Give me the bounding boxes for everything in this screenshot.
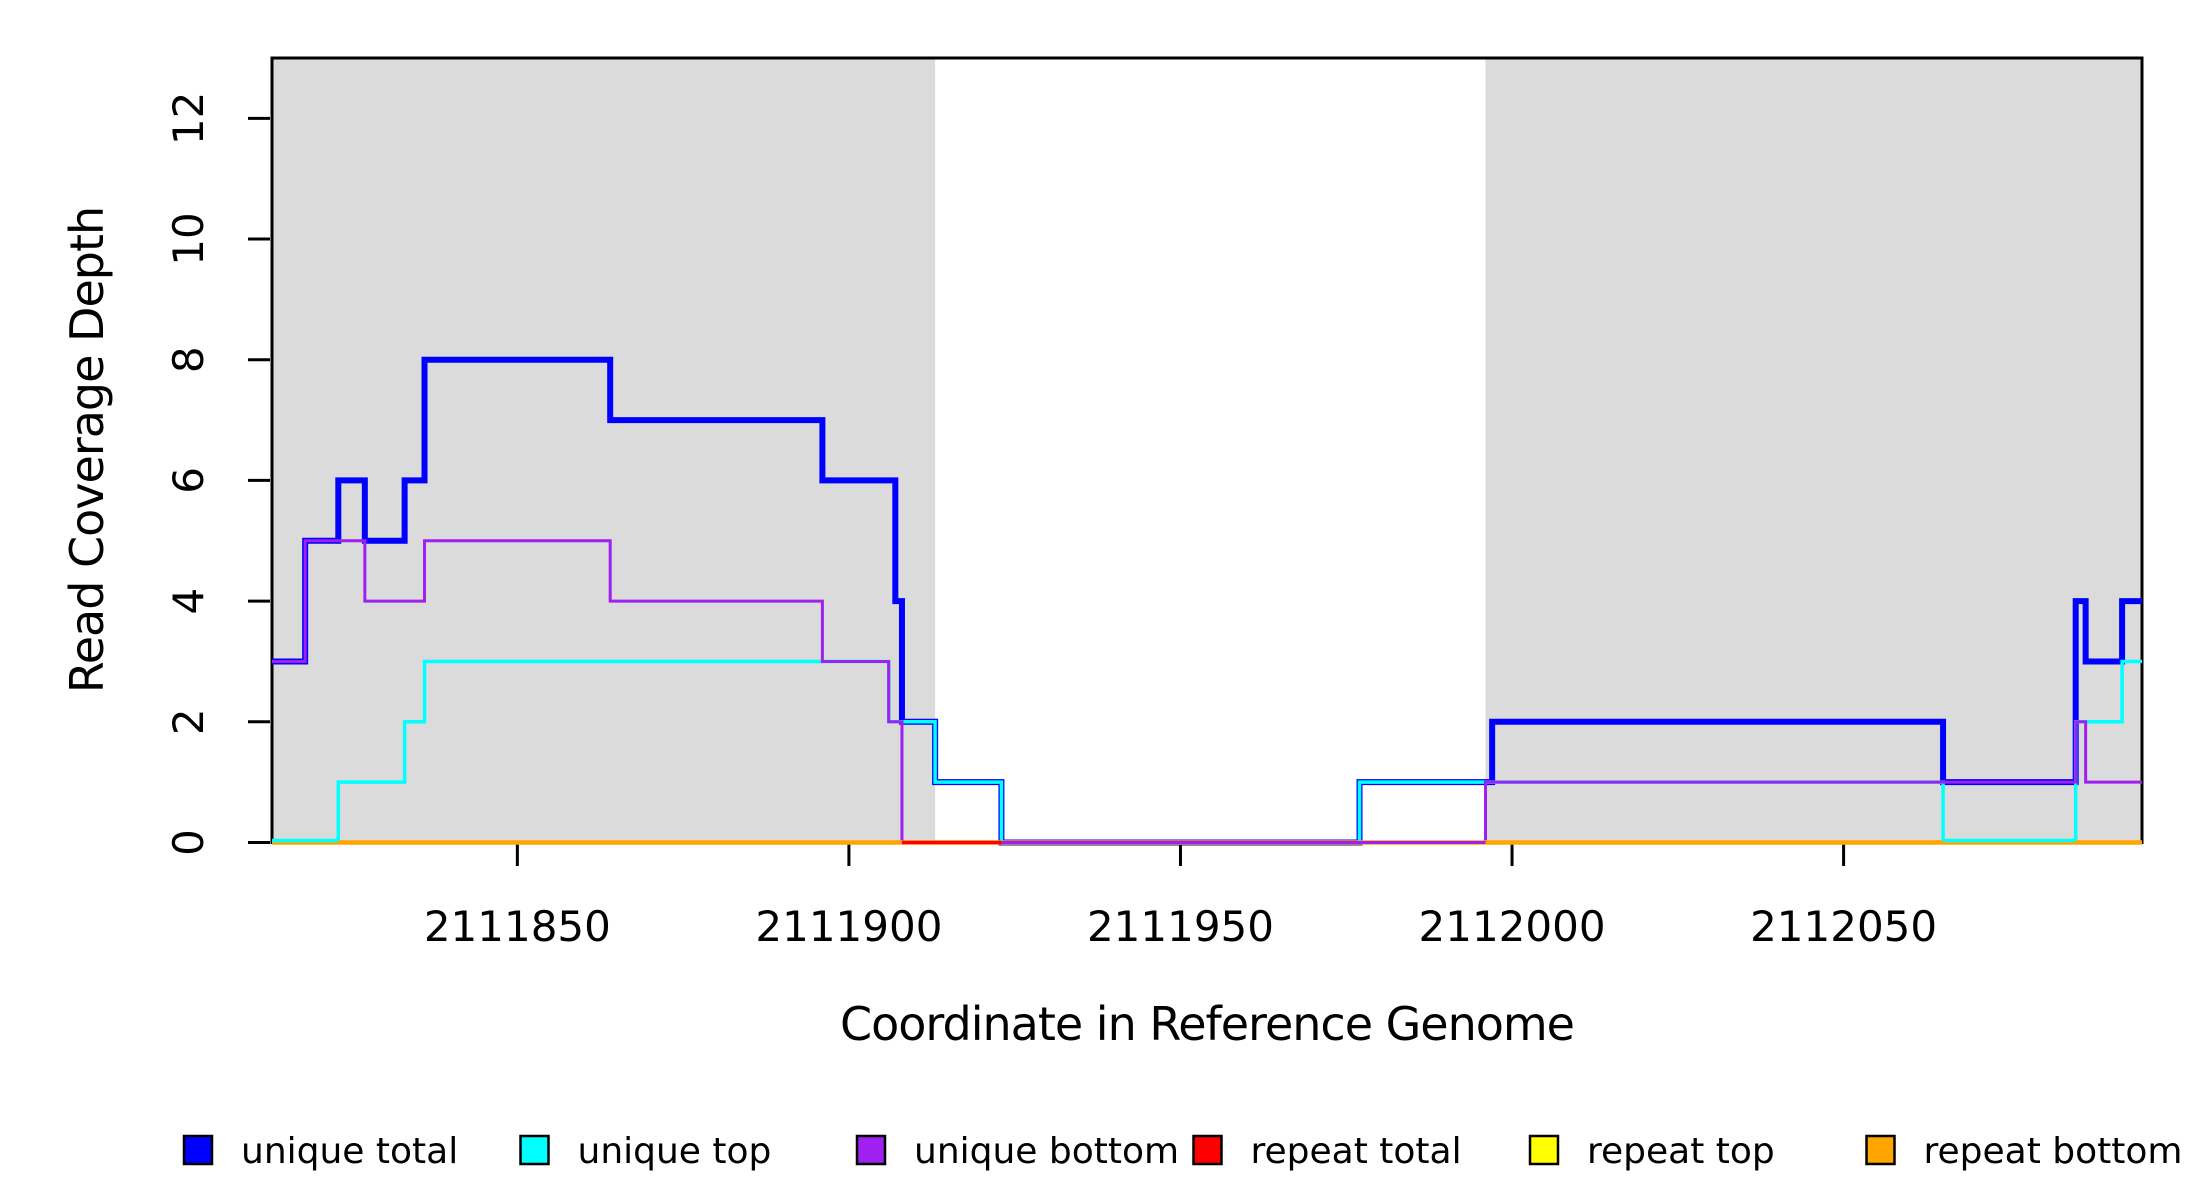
legend-label-repeat-top: repeat top [1587,1131,1775,1172]
left-shaded-region [272,58,936,843]
legend-swatch-unique-bottom [855,1134,887,1166]
y-tick-label: 0 [164,829,213,856]
legend-swatch-unique-total [182,1134,214,1166]
x-tick-label: 2111850 [424,902,611,951]
y-tick-label: 12 [164,92,213,145]
x-tick-label: 2112000 [1419,902,1606,951]
series-line-unique-bottom [272,539,2142,844]
legend-swatch-unique-top [519,1134,550,1166]
legend-swatch-repeat-bottom [1865,1134,1896,1166]
legend-label-repeat-total: repeat total [1251,1131,1462,1172]
y-tick-label: 6 [164,467,213,494]
y-axis-title: Read Coverage Depth [60,207,114,693]
legend-label-unique-total: unique total [241,1131,458,1172]
y-tick-label: 4 [164,588,213,615]
x-tick-label: 2111950 [1087,902,1274,951]
x-axis-title: Coordinate in Reference Genome [840,997,1574,1051]
right-shaded-region [1485,58,2142,843]
y-tick-label: 8 [164,346,213,373]
legend-swatch-repeat-total [1192,1134,1223,1166]
legend-label-unique-bottom: unique bottom [914,1131,1179,1172]
legend-swatch-repeat-top [1528,1134,1560,1166]
legend-label-repeat-bottom: repeat bottom [1924,1131,2183,1172]
legend-label-unique-top: unique top [578,1131,772,1172]
y-tick-label: 2 [164,708,213,735]
x-tick-label: 2112050 [1750,902,1937,951]
x-tick-label: 2111900 [755,902,942,951]
y-tick-label: 10 [164,212,213,265]
